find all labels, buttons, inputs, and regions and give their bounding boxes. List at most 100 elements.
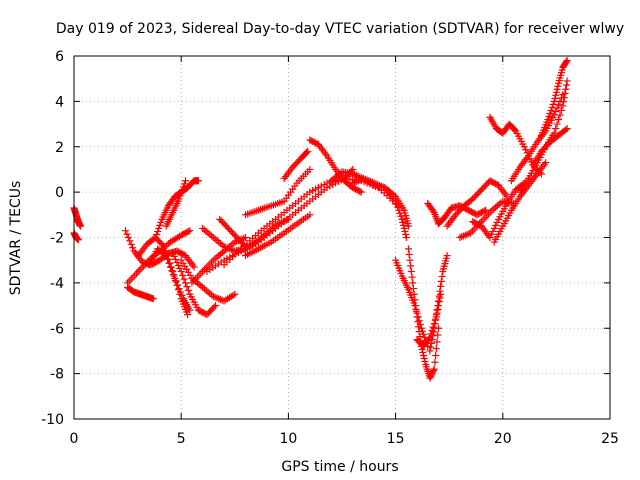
data-point — [553, 85, 561, 93]
data-point — [408, 273, 416, 281]
data-point — [399, 218, 407, 226]
data-point — [427, 343, 435, 351]
data-point — [482, 206, 490, 214]
data-point — [520, 143, 528, 151]
data-point — [419, 348, 427, 356]
series-arc-07 — [145, 245, 194, 314]
data-point — [425, 335, 433, 343]
data-point — [426, 347, 434, 355]
data-point — [151, 234, 159, 241]
data-point — [415, 317, 423, 325]
series-arc-05 — [124, 283, 157, 303]
data-point — [186, 227, 194, 235]
data-point — [231, 290, 239, 298]
data-point — [411, 302, 419, 310]
data-point — [436, 287, 444, 295]
data-point — [417, 324, 425, 332]
series-arc-36 — [529, 125, 571, 169]
data-point — [552, 88, 560, 96]
data-point — [550, 97, 558, 105]
data-point — [432, 315, 440, 323]
data-point — [153, 230, 161, 238]
data-point — [399, 221, 407, 229]
data-point — [181, 279, 189, 287]
data-point — [429, 332, 437, 340]
data-point — [413, 309, 421, 317]
series-arc-27 — [424, 199, 490, 228]
data-point — [177, 268, 185, 276]
data-point — [551, 94, 559, 102]
y-tick-label: 0 — [55, 185, 64, 201]
data-point — [176, 265, 184, 273]
data-point — [154, 227, 162, 235]
x-tick-label: 25 — [601, 431, 619, 447]
data-point — [175, 285, 183, 293]
data-point — [522, 146, 530, 154]
data-point — [149, 295, 157, 303]
data-point — [555, 116, 563, 124]
data-point — [157, 218, 165, 226]
data-point — [544, 116, 552, 124]
data-point — [172, 278, 180, 286]
data-point — [176, 288, 184, 296]
y-tick-label: 4 — [55, 94, 64, 110]
data-point — [306, 211, 314, 219]
x-tick-label: 5 — [177, 431, 186, 447]
data-point — [402, 234, 410, 241]
data-point — [210, 303, 218, 311]
data-point — [129, 244, 137, 252]
data-point — [552, 108, 560, 116]
data-point — [156, 221, 164, 229]
series-arc-02 — [70, 229, 82, 244]
data-point — [480, 207, 488, 215]
data-point — [427, 371, 435, 379]
data-point — [426, 374, 434, 382]
data-point — [171, 255, 179, 263]
x-tick-label: 15 — [387, 431, 405, 447]
data-point — [409, 279, 417, 287]
data-point — [420, 355, 428, 362]
data-point — [304, 147, 312, 155]
data-point — [409, 285, 417, 293]
series-arc-17 — [242, 211, 314, 260]
data-point — [416, 320, 424, 328]
series-arc-24 — [392, 256, 432, 350]
data-point — [404, 245, 412, 253]
data-point — [184, 286, 192, 294]
data-point — [435, 292, 443, 300]
data-point — [127, 240, 135, 248]
data-point — [434, 297, 442, 305]
data-point — [431, 358, 439, 366]
data-point — [487, 230, 495, 238]
data-point — [492, 221, 500, 229]
data-point — [542, 159, 550, 167]
data-point — [357, 188, 365, 196]
x-tick-label: 0 — [70, 431, 79, 447]
data-point — [560, 98, 568, 106]
y-axis-label: SDTVAR / TECUs — [8, 181, 24, 296]
data-point — [486, 234, 494, 241]
data-point — [556, 111, 564, 119]
data-point — [438, 272, 446, 280]
data-point — [74, 236, 82, 244]
data-point — [553, 104, 561, 112]
data-point — [190, 263, 198, 271]
data-point — [194, 177, 202, 185]
y-tick-label: -6 — [50, 321, 64, 337]
data-point — [398, 215, 406, 223]
x-axis-label: GPS time / hours — [281, 459, 398, 475]
data-point — [180, 180, 188, 188]
data-point — [557, 106, 565, 114]
data-point — [562, 58, 570, 66]
data-point — [546, 109, 554, 117]
series-arc-10 — [169, 249, 220, 319]
data-point — [405, 251, 413, 259]
data-point — [177, 189, 185, 197]
data-point — [493, 218, 501, 226]
data-point — [552, 125, 560, 133]
data-point — [407, 262, 415, 270]
data-point — [428, 370, 436, 378]
data-point — [430, 365, 438, 373]
data-markers — [70, 57, 571, 382]
